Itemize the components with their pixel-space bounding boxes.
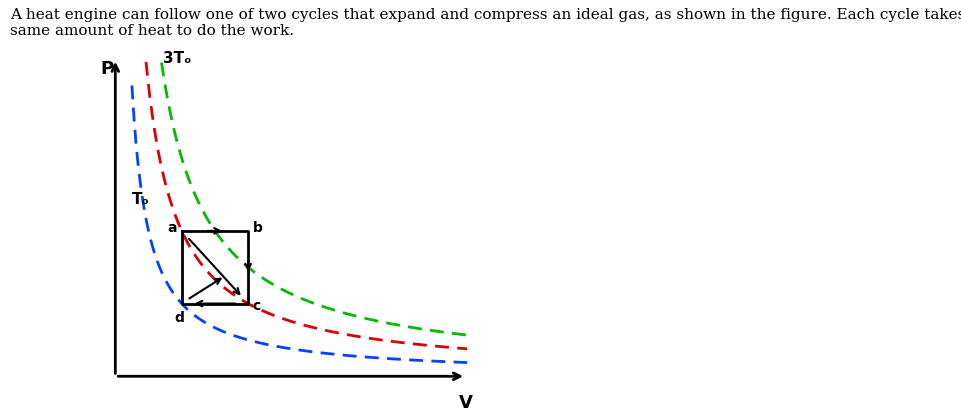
Text: 3Tₒ: 3Tₒ xyxy=(163,51,191,66)
Text: V: V xyxy=(459,394,473,409)
Text: P: P xyxy=(101,60,114,78)
Text: c: c xyxy=(253,299,261,313)
Text: d: d xyxy=(175,311,185,325)
Text: a: a xyxy=(167,221,177,235)
Text: Tₒ: Tₒ xyxy=(132,192,150,207)
Text: A heat engine can follow one of two cycles that expand and compress an ideal gas: A heat engine can follow one of two cycl… xyxy=(10,8,961,38)
Text: b: b xyxy=(253,221,262,235)
